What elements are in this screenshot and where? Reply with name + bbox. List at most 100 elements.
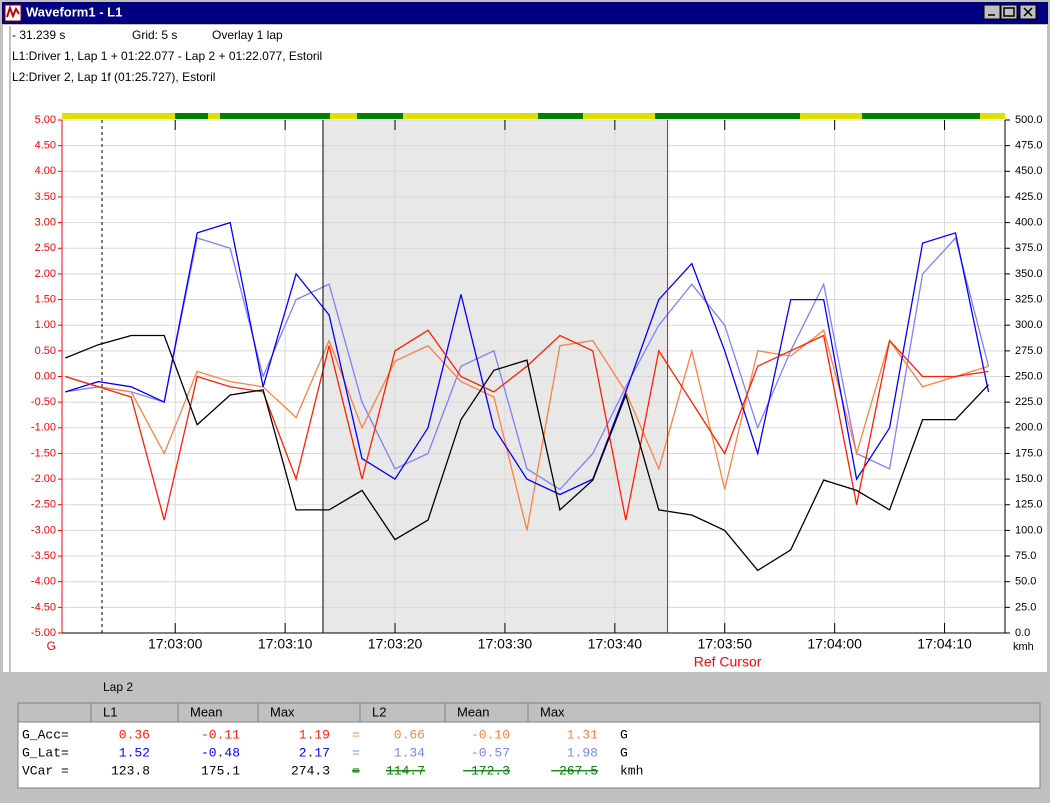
y-tick-label: 3.00 <box>35 217 56 229</box>
y2-tick-label: 75.0 <box>1015 550 1036 562</box>
y-tick-label: -2.50 <box>31 499 56 511</box>
sector <box>862 113 980 119</box>
column-header[interactable]: L2 <box>372 704 386 719</box>
column-header[interactable]: L1 <box>103 704 117 719</box>
lap-info-l1: L1:Driver 1, Lap 1 + 01:22.077 - Lap 2 +… <box>12 49 322 63</box>
table-cell: 114.7 <box>386 763 425 778</box>
y2-tick-label: 350.0 <box>1015 268 1043 280</box>
y-tick-label: -1.00 <box>31 422 56 434</box>
table-cell: 1.19 <box>299 727 330 742</box>
stats-header <box>17 702 1041 723</box>
y-tick-label: 4.00 <box>35 165 56 177</box>
y2-tick-label: 400.0 <box>1015 217 1043 229</box>
y2-tick-label: 150.0 <box>1015 473 1043 485</box>
y-tick-label: 2.50 <box>35 242 56 254</box>
y-tick-label: 2.00 <box>35 268 56 280</box>
cursor-time: - 31.239 s <box>12 28 65 42</box>
sector <box>655 113 800 119</box>
x-tick-label: 17:03:50 <box>697 636 752 652</box>
column-header[interactable]: Max <box>540 704 565 719</box>
y-tick-label: -5.00 <box>31 627 56 639</box>
sector <box>357 113 403 119</box>
x-tick-label: 17:03:20 <box>368 636 423 652</box>
y2-tick-label: 250.0 <box>1015 370 1043 382</box>
x-tick-label: 17:03:40 <box>588 636 643 652</box>
table-cell: -0.57 <box>471 745 510 760</box>
x-tick-label: 17:03:10 <box>258 636 313 652</box>
app-icon-wave <box>6 5 20 19</box>
table-cell: = <box>352 727 360 742</box>
ref-cursor-label: Ref Cursor <box>694 654 762 670</box>
grid-info: Grid: 5 s <box>132 28 177 42</box>
y-tick-label: 1.00 <box>35 319 56 331</box>
y2-tick-label: 425.0 <box>1015 191 1043 203</box>
table-cell: = <box>352 745 360 760</box>
stats-table: L1 Mean Max L2 Mean Max G_Acc= 0.36 -0.11 1.19 = 0.… <box>22 703 643 778</box>
x-tick-label: 17:04:10 <box>917 636 972 652</box>
button-glyphs <box>988 7 1033 17</box>
y-axis-label: G <box>47 639 56 653</box>
y2-tick-label: 450.0 <box>1015 165 1043 177</box>
table-cell: 0.36 <box>119 727 150 742</box>
table-cell: G <box>620 745 628 760</box>
y2-tick-label: 300.0 <box>1015 319 1043 331</box>
y2-tick-label: 200.0 <box>1015 422 1043 434</box>
x-tick-label: 17:03:00 <box>148 636 203 652</box>
series-line <box>65 221 990 496</box>
table-cell: = <box>352 763 360 778</box>
series-line <box>65 236 990 491</box>
window-title: Waveform1 - L1 <box>26 4 122 19</box>
y-tick-label: 0.50 <box>35 345 56 357</box>
minimize-button[interactable] <box>983 4 1001 20</box>
y-tick-label: 1.50 <box>35 293 56 305</box>
y2-tick-label: 100.0 <box>1015 524 1043 536</box>
plot <box>65 221 990 572</box>
sector-bar <box>62 113 1005 119</box>
table-cell: 123.8 <box>111 763 150 778</box>
series-line <box>65 329 989 521</box>
y-tick-label: -1.50 <box>31 447 56 459</box>
table-cell: 175.1 <box>201 763 240 778</box>
table-cell: G <box>620 727 628 742</box>
table-cell: 0.66 <box>394 727 425 742</box>
y2-tick-label: 225.0 <box>1015 396 1043 408</box>
x-tick-label: 17:04:00 <box>807 636 862 652</box>
table-cell: -267.5 <box>551 763 598 778</box>
table-cell: -172.3 <box>463 763 510 778</box>
table-cell: 2.17 <box>299 745 330 760</box>
y2-tick-label: 125.0 <box>1015 499 1043 511</box>
y-tick-label: 5.00 <box>35 114 56 126</box>
sector <box>175 113 208 119</box>
y-tick-label: -3.00 <box>31 524 56 536</box>
table-cell: 1.31 <box>567 727 598 742</box>
column-header[interactable]: Mean <box>190 704 223 719</box>
y2-tick-label: 375.0 <box>1015 242 1043 254</box>
series-line <box>65 334 989 572</box>
table-cell: 1.98 <box>567 745 598 760</box>
y-tick-label: -0.50 <box>31 396 56 408</box>
table-cell: VCar = <box>22 763 69 778</box>
y-tick-label: -4.00 <box>31 576 56 588</box>
y-tick-label: 4.50 <box>35 140 56 152</box>
y2-tick-label: 275.0 <box>1015 345 1043 357</box>
y2-tick-label: 325.0 <box>1015 293 1043 305</box>
table-cell: G_Lat= <box>22 745 69 760</box>
table-cell: 1.34 <box>394 745 425 760</box>
y2-tick-label: 0.0 <box>1015 627 1030 639</box>
sector <box>220 113 330 119</box>
table-cell: kmh <box>620 763 643 778</box>
column-header[interactable]: Mean <box>457 704 490 719</box>
y2-tick-label: 500.0 <box>1015 114 1043 126</box>
overlay-info: Overlay 1 lap <box>212 28 283 42</box>
table-cell: 1.52 <box>119 745 150 760</box>
table-cell: -0.11 <box>201 727 240 742</box>
column-header[interactable]: Max <box>270 704 295 719</box>
table-cell: -0.48 <box>201 745 240 760</box>
table-cell: G_Acc= <box>22 727 69 742</box>
table-cell: -0.10 <box>471 727 510 742</box>
grid <box>62 119 1005 634</box>
sector <box>538 113 583 119</box>
y2-axis-label: kmh <box>1013 641 1034 653</box>
